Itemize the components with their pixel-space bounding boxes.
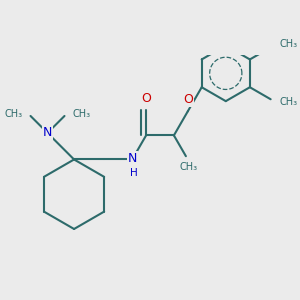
Text: CH₃: CH₃ <box>4 109 22 119</box>
Text: CH₃: CH₃ <box>280 98 298 107</box>
Text: O: O <box>141 92 151 105</box>
Text: N: N <box>43 126 52 140</box>
Text: N: N <box>128 152 137 165</box>
Text: CH₃: CH₃ <box>180 162 198 172</box>
Text: CH₃: CH₃ <box>280 39 298 49</box>
Text: H: H <box>130 168 137 178</box>
Text: CH₃: CH₃ <box>73 109 91 119</box>
Text: O: O <box>184 93 194 106</box>
